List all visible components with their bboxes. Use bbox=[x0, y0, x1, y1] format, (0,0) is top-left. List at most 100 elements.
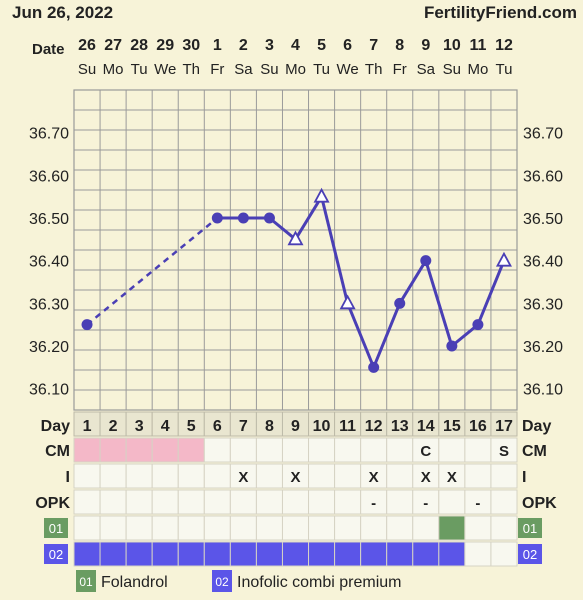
intercourse-cell bbox=[464, 463, 492, 489]
med-cell bbox=[177, 541, 205, 567]
date-number: 29 bbox=[156, 37, 174, 54]
weekday-label: Su bbox=[260, 61, 278, 78]
y-tick-label-right: 36.70 bbox=[523, 126, 563, 143]
date-number: 6 bbox=[343, 37, 352, 54]
cycle-day-number: 11 bbox=[339, 418, 356, 435]
med-cell bbox=[229, 541, 257, 567]
med-cell bbox=[412, 515, 440, 541]
day-cell bbox=[386, 411, 414, 437]
intercourse-cell bbox=[281, 463, 310, 489]
cm-cell bbox=[203, 437, 231, 463]
opk-cell bbox=[99, 489, 127, 515]
opk-row-label-left: OPK bbox=[35, 495, 70, 512]
cm-mark: S bbox=[499, 443, 509, 460]
opk-cell bbox=[438, 489, 466, 515]
temperature-line-segment bbox=[346, 302, 376, 368]
med-cell bbox=[438, 541, 466, 567]
med-code-left: 01 bbox=[49, 521, 63, 536]
intercourse-cell bbox=[255, 463, 283, 489]
cycle-day-number: 5 bbox=[187, 418, 196, 435]
intercourse-cell bbox=[99, 463, 127, 489]
med-cell bbox=[412, 541, 440, 567]
opk-cell bbox=[255, 489, 283, 515]
day-cell bbox=[360, 411, 388, 437]
cycle-day-number: 2 bbox=[109, 418, 118, 435]
med-code-right-badge bbox=[518, 518, 542, 538]
temperature-point bbox=[211, 212, 223, 224]
day-cell bbox=[308, 411, 336, 437]
cm-cell bbox=[177, 437, 205, 463]
day-cell bbox=[490, 411, 518, 437]
cm-cell bbox=[255, 437, 283, 463]
opk-cell bbox=[125, 489, 153, 515]
med-cell bbox=[151, 541, 179, 567]
legend-code: 01 bbox=[79, 575, 93, 589]
y-tick-label-left: 36.60 bbox=[29, 168, 69, 185]
date-number: 26 bbox=[78, 37, 96, 54]
med-cell bbox=[334, 515, 362, 541]
med-cell bbox=[360, 515, 388, 541]
legend-code: 02 bbox=[215, 575, 229, 589]
day-row-label-left: Day bbox=[41, 418, 70, 435]
temperature-point bbox=[287, 230, 304, 246]
y-tick-label-right: 36.50 bbox=[523, 211, 563, 228]
cm-row-label-right: CM bbox=[522, 443, 547, 460]
temperature-line-segment bbox=[294, 195, 323, 241]
weekday-label: Mo bbox=[103, 61, 124, 78]
cycle-day-number: 12 bbox=[365, 418, 383, 435]
intercourse-cell bbox=[177, 463, 205, 489]
day-cell bbox=[229, 411, 257, 437]
med-cell bbox=[73, 515, 101, 541]
y-tick-label-right: 36.20 bbox=[523, 339, 563, 356]
site-name: FertilityFriend.com bbox=[424, 3, 577, 22]
opk-cell bbox=[490, 489, 518, 515]
weekday-label: Tu bbox=[131, 61, 148, 78]
day-cell bbox=[73, 411, 101, 437]
opk-cell bbox=[203, 489, 231, 515]
y-tick-label-left: 36.40 bbox=[29, 254, 69, 271]
weekday-label: Su bbox=[443, 61, 461, 78]
date-number: 28 bbox=[130, 37, 148, 54]
med-cell bbox=[151, 515, 179, 541]
med-cell bbox=[281, 515, 310, 541]
date-number: 12 bbox=[495, 37, 513, 54]
cycle-day-number: 17 bbox=[495, 418, 513, 435]
cycle-day-number: 7 bbox=[239, 418, 248, 435]
cycle-day-number: 4 bbox=[161, 418, 170, 435]
day-cell bbox=[203, 411, 231, 437]
cm-cell bbox=[386, 437, 414, 463]
med-cell bbox=[99, 515, 127, 541]
date-row-label: Date bbox=[32, 41, 65, 58]
temperature-point bbox=[313, 187, 330, 203]
y-tick-label-left: 36.70 bbox=[29, 126, 69, 143]
cycle-day-number: 6 bbox=[213, 418, 222, 435]
cycle-day-number: 10 bbox=[313, 418, 331, 435]
legend-med-name: Folandrol bbox=[101, 574, 168, 591]
intercourse-cell bbox=[360, 463, 388, 489]
cm-cell bbox=[438, 437, 466, 463]
cm-mark: C bbox=[420, 443, 431, 460]
legend-swatch bbox=[76, 570, 96, 592]
intercourse-cell bbox=[490, 463, 518, 489]
med-cell bbox=[125, 515, 153, 541]
opk-cell bbox=[386, 489, 414, 515]
temperature-point bbox=[263, 212, 275, 224]
temperature-point bbox=[495, 251, 512, 267]
med-cell bbox=[203, 515, 231, 541]
med-cell bbox=[386, 541, 414, 567]
temperature-point bbox=[446, 340, 458, 352]
med-cell bbox=[464, 515, 492, 541]
temperature-point bbox=[368, 361, 380, 373]
cm-row-label-left: CM bbox=[45, 443, 70, 460]
day-cell bbox=[334, 411, 362, 437]
med-cell bbox=[490, 515, 518, 541]
temperature-line-segment bbox=[450, 323, 479, 348]
cycle-day-number: 8 bbox=[265, 418, 274, 435]
y-tick-label-right: 36.40 bbox=[523, 254, 563, 271]
date-number: 11 bbox=[469, 37, 486, 54]
med-cell bbox=[255, 541, 283, 567]
opk-cell bbox=[177, 489, 205, 515]
med-cell bbox=[229, 515, 257, 541]
date-number: 7 bbox=[369, 37, 378, 54]
cm-cell bbox=[281, 437, 310, 463]
